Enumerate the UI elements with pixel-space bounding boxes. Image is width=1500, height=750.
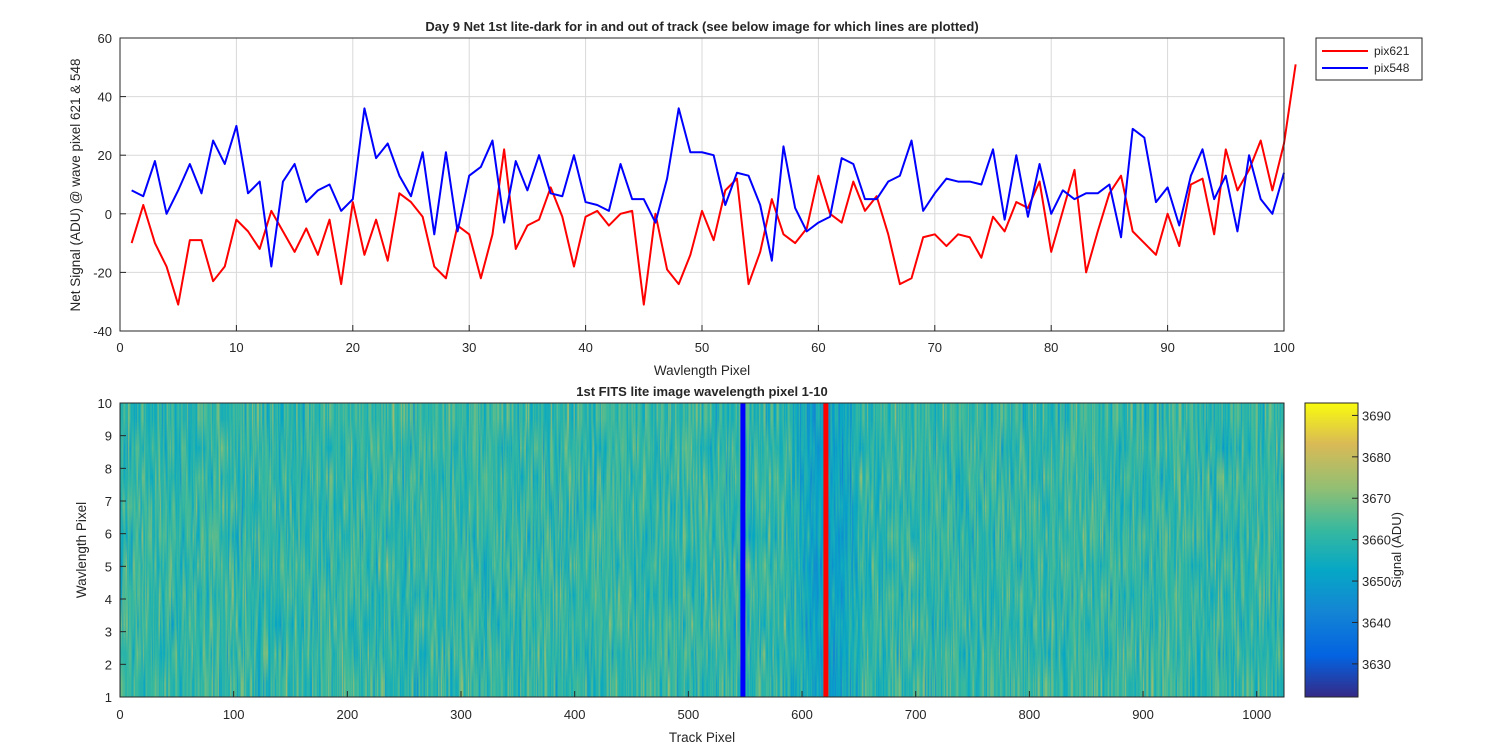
colorbar-tick-label: 3660	[1362, 533, 1391, 548]
heatmap-image	[120, 403, 1284, 697]
x-tick-label: 10	[229, 340, 243, 355]
legend-box	[1315, 37, 1423, 81]
line-chart-title: Day 9 Net 1st lite-dark for in and out o…	[425, 19, 978, 34]
heatmap-y-axis-label: Wavlength Pixel	[74, 502, 89, 598]
colorbar: 3630 3640 3650 3660 3670 3680 3690 Signal (ADU…	[1304, 402, 1404, 698]
heatmap-x-tick-label: 600	[791, 707, 813, 722]
heatmap-marker-lines	[740, 403, 829, 697]
legend-label-pix621: pix621	[1374, 44, 1410, 58]
x-tick-label: 70	[928, 340, 942, 355]
line-tick-labels: 0 10 20 30 40 50 60 70 80 90 100 -40 -20 0 20 40 60	[93, 31, 1295, 355]
heatmap-y-tick-label: 4	[105, 592, 112, 607]
y-tick-label: -20	[93, 265, 112, 280]
y-tick-label: 60	[98, 31, 112, 46]
x-tick-label: 50	[695, 340, 709, 355]
colorbar-box	[1304, 402, 1359, 698]
heatmap-x-tick-label: 900	[1132, 707, 1154, 722]
heatmap-x-tick-label: 500	[678, 707, 700, 722]
legend: pix621 pix548	[1315, 37, 1423, 81]
heatmap-y-tick-label: 6	[105, 527, 112, 542]
colorbar-tick-label: 3640	[1362, 615, 1391, 630]
heatmap-x-tick-label: 100	[223, 707, 245, 722]
colorbar-tick-label: 3670	[1362, 491, 1391, 506]
x-tick-label: 80	[1044, 340, 1058, 355]
heatmap-y-tick-label: 10	[98, 396, 112, 411]
heatmap-y-tick-label: 8	[105, 461, 112, 476]
heatmap-y-tick-label: 9	[105, 429, 112, 444]
x-tick-label: 0	[116, 340, 123, 355]
colorbar-ticks: 3630 3640 3650 3660 3670 3680 3690	[1352, 408, 1391, 672]
heatmap-y-tick-label: 2	[105, 657, 112, 672]
series-line-pix621	[130, 64, 1297, 306]
heatmap-y-tick-label: 3	[105, 625, 112, 640]
colorbar-gradient	[1305, 403, 1358, 697]
heatmap-y-tick-label: 7	[105, 494, 112, 509]
x-tick-label: 40	[578, 340, 592, 355]
heatmap-chart: 1st FITS lite image wavelength pixel 1-1…	[74, 384, 1404, 745]
heatmap-axes-box	[119, 402, 1285, 698]
heatmap-x-tick-label: 200	[336, 707, 358, 722]
heatmap-cells	[120, 403, 1284, 697]
heatmap-x-tick-label: 1000	[1242, 707, 1271, 722]
line-chart: 0 10 20 30 40 50 60 70 80 90 100 -40 -20 0 20 40 60 Day …	[68, 19, 1423, 378]
x-tick-label: 20	[346, 340, 360, 355]
colorbar-tick-label: 3630	[1362, 657, 1391, 672]
heatmap-x-tick-label: 0	[116, 707, 123, 722]
heatmap-tick-labels: 0 100 200 300 400 500 600 700 800 900 1000 1 2 3 4 5 6 7 8…	[98, 396, 1272, 722]
heatmap-x-axis-label: Track Pixel	[669, 730, 735, 745]
heatmap-x-tick-label: 300	[450, 707, 472, 722]
x-tick-label: 100	[1273, 340, 1295, 355]
heatmap-x-tick-label: 700	[905, 707, 927, 722]
y-tick-label: 0	[105, 207, 112, 222]
y-tick-label: -40	[93, 324, 112, 339]
heatmap-x-tick-label: 400	[564, 707, 586, 722]
series-line-pix548	[131, 107, 1285, 268]
heatmap-title: 1st FITS lite image wavelength pixel 1-1…	[576, 384, 827, 399]
x-tick-label: 30	[462, 340, 476, 355]
heatmap-y-tick-label: 5	[105, 559, 112, 574]
heatmap-x-tick-label: 800	[1019, 707, 1041, 722]
line-y-axis-label: Net Signal (ADU) @ wave pixel 621 & 548	[68, 58, 83, 311]
colorbar-tick-label: 3650	[1362, 574, 1391, 589]
y-tick-label: 20	[98, 148, 112, 163]
x-tick-label: 60	[811, 340, 825, 355]
line-x-axis-label: Wavlength Pixel	[654, 363, 750, 378]
heatmap-y-tick-label: 1	[105, 690, 112, 705]
y-tick-label: 40	[98, 90, 112, 105]
line-series-group	[130, 64, 1297, 306]
colorbar-tick-label: 3680	[1362, 450, 1391, 465]
colorbar-tick-label: 3690	[1362, 408, 1391, 423]
marker-line-621	[823, 403, 829, 697]
x-tick-label: 90	[1160, 340, 1174, 355]
legend-label-pix548: pix548	[1374, 61, 1410, 75]
colorbar-label: Signal (ADU)	[1389, 512, 1404, 588]
marker-line-548	[740, 403, 746, 697]
